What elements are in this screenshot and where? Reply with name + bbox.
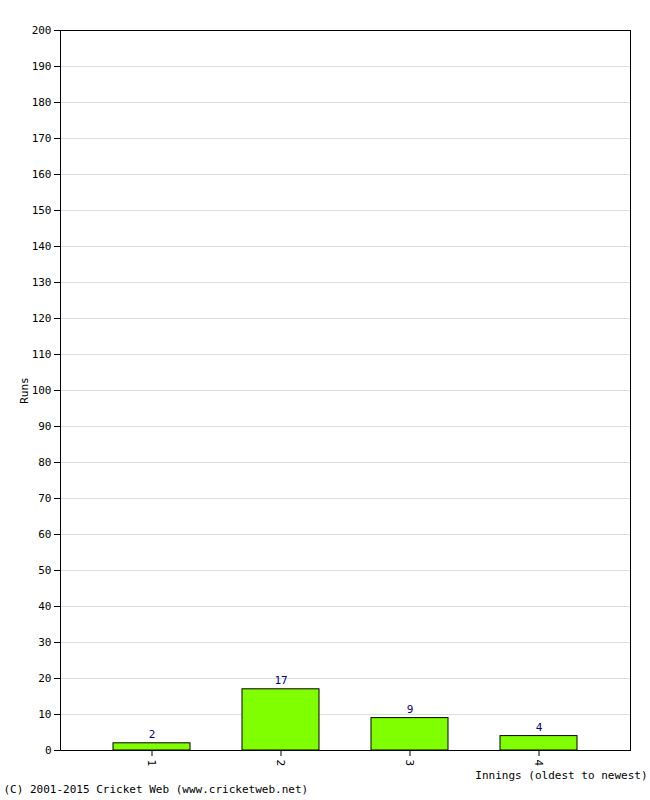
- svg-text:180: 180: [32, 96, 52, 109]
- svg-text:80: 80: [38, 456, 51, 469]
- svg-text:140: 140: [32, 240, 52, 253]
- svg-text:17: 17: [274, 674, 287, 687]
- svg-text:4: 4: [536, 721, 543, 734]
- svg-text:9: 9: [407, 703, 414, 716]
- svg-text:120: 120: [32, 312, 52, 325]
- svg-text:30: 30: [38, 636, 51, 649]
- svg-text:3: 3: [403, 760, 416, 767]
- svg-text:100: 100: [32, 384, 52, 397]
- svg-text:0: 0: [45, 744, 52, 757]
- svg-text:60: 60: [38, 528, 51, 541]
- svg-text:70: 70: [38, 492, 51, 505]
- svg-text:110: 110: [32, 348, 52, 361]
- svg-text:150: 150: [32, 204, 52, 217]
- svg-text:2: 2: [274, 760, 287, 767]
- svg-text:1: 1: [145, 760, 158, 767]
- svg-text:50: 50: [38, 564, 51, 577]
- svg-text:200: 200: [32, 24, 52, 37]
- svg-text:40: 40: [38, 600, 51, 613]
- svg-text:2: 2: [149, 728, 156, 741]
- svg-text:90: 90: [38, 420, 51, 433]
- svg-text:10: 10: [38, 708, 51, 721]
- svg-text:130: 130: [32, 276, 52, 289]
- svg-text:190: 190: [32, 60, 52, 73]
- svg-text:170: 170: [32, 132, 52, 145]
- svg-text:Runs: Runs: [18, 377, 31, 404]
- svg-text:160: 160: [32, 168, 52, 181]
- svg-text:Innings (oldest to newest): Innings (oldest to newest): [475, 769, 647, 782]
- svg-text:4: 4: [532, 760, 545, 767]
- svg-text:(C) 2001-2015 Cricket Web (www: (C) 2001-2015 Cricket Web (www.cricketwe…: [4, 783, 309, 796]
- svg-text:20: 20: [38, 672, 51, 685]
